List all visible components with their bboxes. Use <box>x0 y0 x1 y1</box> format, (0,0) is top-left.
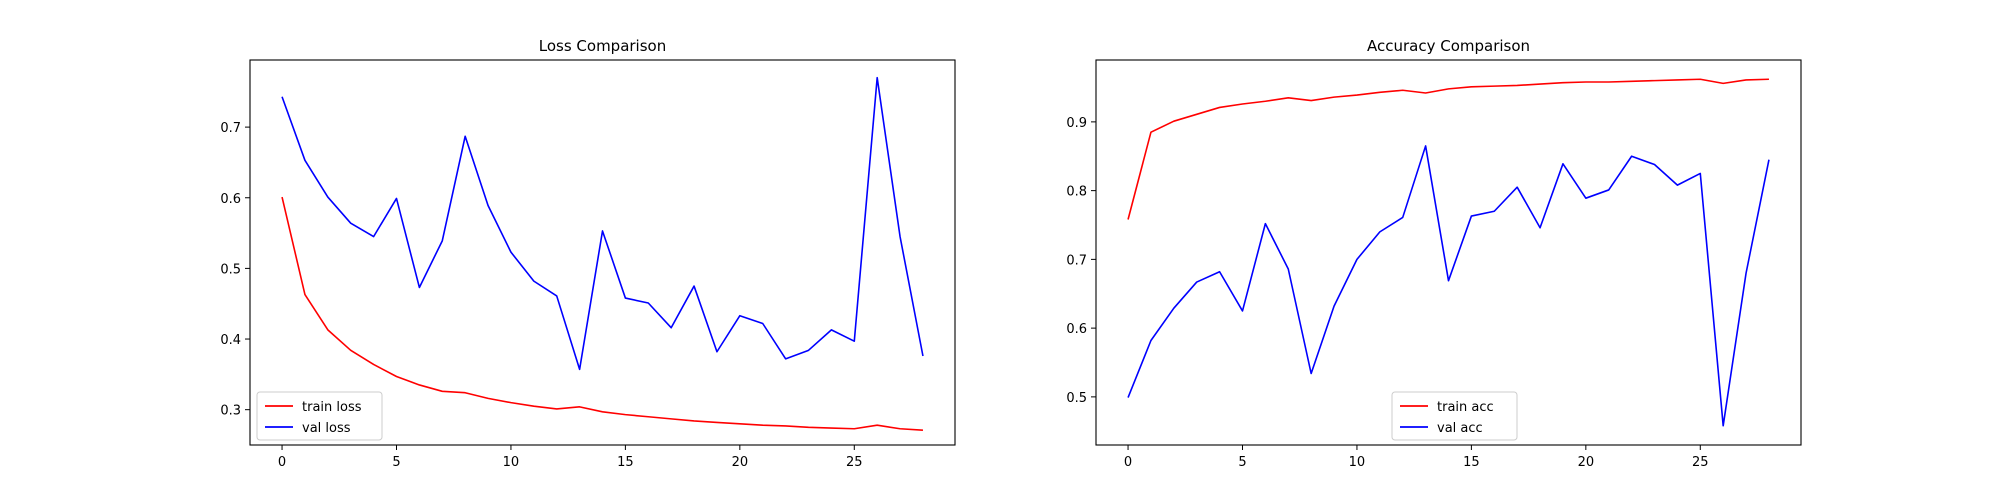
legend-box <box>256 391 383 441</box>
y-tick-label: 0.4 <box>220 333 241 348</box>
x-tick-label: 5 <box>392 455 400 470</box>
y-tick-label: 0.6 <box>1066 322 1087 337</box>
x-tick-label: 20 <box>1578 455 1595 470</box>
loss-comparison-chart: Loss Comparison 0 5 10 15 20 25 0.3 0.4 0.5 0.6 0.… <box>220 37 956 470</box>
val-loss-line <box>281 76 924 371</box>
accuracy-comparison-chart: Accuracy Comparison 0 5 10 15 20 25 0.5 0.6 0.7 0… <box>1066 37 1802 470</box>
x-tick-label: 0 <box>1124 455 1132 470</box>
x-tick-label: 15 <box>617 455 634 470</box>
y-tick-label: 0.7 <box>1066 253 1087 268</box>
x-tick-label: 15 <box>1463 455 1480 470</box>
plot-frame <box>249 59 956 446</box>
y-tick-label: 0.8 <box>1066 185 1087 200</box>
train-loss-line <box>281 196 923 431</box>
x-tick-label: 0 <box>278 455 286 470</box>
chart-title: Loss Comparison <box>539 37 666 55</box>
y-tick-label: 0.5 <box>1066 391 1087 406</box>
legend-label-train-loss: train loss <box>302 400 362 415</box>
x-tick-label: 10 <box>1349 455 1366 470</box>
x-tick-label: 10 <box>503 455 520 470</box>
x-tick-label: 25 <box>846 455 863 470</box>
x-tick-label: 20 <box>732 455 749 470</box>
train-acc-line <box>1127 78 1769 220</box>
y-tick-label: 0.6 <box>220 192 241 207</box>
legend-label-val-loss: val loss <box>302 421 351 436</box>
legend: train acc val acc <box>1391 391 1518 441</box>
x-tick-label: 5 <box>1238 455 1246 470</box>
val-acc-line <box>1127 145 1770 427</box>
y-tick-label: 0.9 <box>1066 116 1087 131</box>
legend-box <box>1391 391 1518 441</box>
x-tick-label: 25 <box>1692 455 1709 470</box>
plot-frame <box>1095 59 1802 446</box>
chart-title: Accuracy Comparison <box>1367 37 1530 55</box>
legend-label-val-acc: val acc <box>1437 421 1483 436</box>
y-tick-label: 0.5 <box>220 262 241 277</box>
legend: train loss val loss <box>256 391 383 441</box>
legend-label-train-acc: train acc <box>1437 400 1494 415</box>
y-tick-label: 0.7 <box>220 121 241 136</box>
y-tick-label: 0.3 <box>220 404 241 419</box>
